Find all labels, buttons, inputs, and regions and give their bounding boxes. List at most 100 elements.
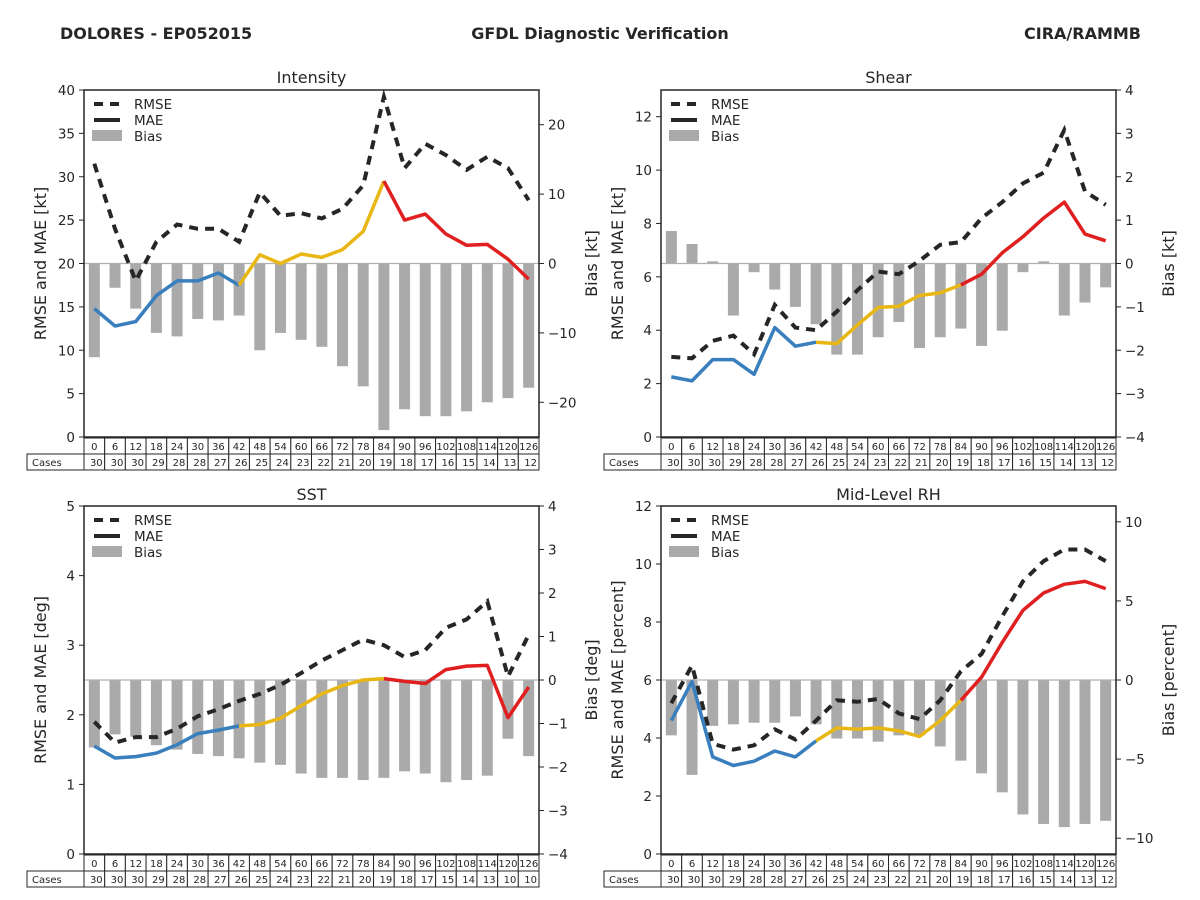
right-axis-label: Bias [kt] — [1159, 230, 1178, 297]
forecast-hour-label: 78 — [357, 442, 370, 453]
forecast-hour-label: 42 — [810, 442, 823, 453]
left-axis-label: RMSE and MAE [kt] — [608, 187, 627, 340]
forecast-hour-label: 126 — [519, 859, 538, 870]
legend-bias-swatch — [92, 130, 122, 141]
forecast-hour-label: 102 — [436, 442, 455, 453]
cases-count: 23 — [297, 458, 310, 469]
legend-rmse-label: RMSE — [134, 97, 172, 113]
right-axis-tick-label: −3 — [548, 804, 568, 820]
cases-count: 13 — [1081, 875, 1094, 886]
rmse-line — [92, 597, 531, 745]
forecast-hour-label: 72 — [336, 859, 349, 870]
bias-bar — [1017, 263, 1029, 273]
cases-count: 18 — [977, 458, 990, 469]
forecast-hour-label: 90 — [975, 442, 988, 453]
mae-line-segment — [383, 663, 531, 720]
bias-bar — [378, 680, 390, 778]
cases-count: 25 — [255, 458, 268, 469]
left-axis-tick-label: 4 — [66, 569, 75, 585]
bias-bar — [789, 263, 801, 307]
forecast-hour-label: 120 — [498, 442, 517, 453]
cases-count: 23 — [874, 875, 887, 886]
chart-title: Mid-Level RH — [836, 485, 941, 504]
bias-bar — [851, 263, 863, 355]
bias-bar — [130, 680, 142, 737]
forecast-hour-label: 54 — [851, 859, 864, 870]
legend-mae-label: MAE — [711, 529, 740, 545]
cases-count: 30 — [667, 458, 680, 469]
left-axis-tick-label: 10 — [58, 343, 75, 359]
bias-bar — [212, 263, 224, 321]
cases-count: 26 — [235, 875, 248, 886]
bias-bar — [686, 680, 698, 775]
forecast-hour-label: 24 — [748, 859, 761, 870]
cases-count: 20 — [936, 458, 949, 469]
bias-bar — [769, 680, 781, 723]
forecast-hour-label: 66 — [892, 442, 905, 453]
bias-bar — [665, 230, 677, 264]
bias-bar — [748, 263, 760, 273]
bias-bar — [419, 263, 431, 417]
forecast-hour-label: 36 — [789, 442, 802, 453]
forecast-hour-label: 18 — [150, 859, 163, 870]
left-axis-tick-label: 12 — [635, 499, 652, 515]
cases-count: 22 — [317, 875, 330, 886]
cases-count: 29 — [729, 458, 742, 469]
bias-bar — [955, 263, 967, 329]
cases-count: 22 — [317, 458, 330, 469]
cases-count: 30 — [688, 875, 701, 886]
cases-count: 19 — [379, 458, 392, 469]
forecast-hour-label: 126 — [1096, 442, 1115, 453]
left-axis-tick-label: 40 — [58, 83, 75, 99]
forecast-hour-label: 120 — [1075, 442, 1094, 453]
bias-bar — [109, 263, 121, 288]
left-axis-tick-label: 1 — [66, 777, 75, 793]
bias-bar — [357, 263, 369, 387]
bias-bar — [192, 263, 204, 320]
bias-bar — [130, 263, 142, 309]
mae-line-segment — [815, 699, 963, 743]
legend-bias-swatch — [669, 130, 699, 141]
cases-count: 15 — [462, 458, 475, 469]
cases-count: 19 — [956, 875, 969, 886]
left-axis-tick-label: 25 — [58, 213, 75, 229]
bias-bar — [976, 263, 988, 346]
bias-bar — [502, 680, 514, 739]
cases-row-label: Cases — [32, 875, 62, 886]
right-axis-tick-label: 20 — [548, 118, 565, 134]
left-axis-tick-label: 2 — [643, 789, 652, 805]
forecast-hour-label: 12 — [706, 859, 719, 870]
cases-count: 30 — [708, 875, 721, 886]
right-axis-tick-label: −2 — [548, 760, 568, 776]
cases-row-label: Cases — [609, 875, 639, 886]
bias-bar — [150, 680, 162, 746]
right-axis-tick-label: −1 — [548, 717, 568, 733]
bias-bar — [337, 263, 349, 367]
forecast-hour-label: 60 — [872, 859, 885, 870]
forecast-hour-label: 12 — [129, 859, 142, 870]
cases-count: 19 — [379, 875, 392, 886]
cases-count: 28 — [770, 875, 783, 886]
cases-count: 12 — [1101, 458, 1114, 469]
forecast-hour-label: 6 — [112, 859, 118, 870]
forecast-hour-label: 66 — [892, 859, 905, 870]
right-axis-tick-label: −20 — [548, 395, 577, 411]
mae-line-segment — [669, 679, 818, 768]
cases-count: 16 — [1019, 458, 1032, 469]
cases-count: 22 — [894, 875, 907, 886]
forecast-hour-label: 6 — [689, 442, 695, 453]
cases-count: 10 — [504, 875, 517, 886]
bias-bar — [399, 680, 411, 772]
cases-count: 24 — [853, 458, 866, 469]
cases-count: 30 — [131, 458, 144, 469]
forecast-hour-label: 24 — [748, 442, 761, 453]
page-title: GFDL Diagnostic Verification — [471, 24, 729, 43]
forecast-hour-label: 18 — [150, 442, 163, 453]
cases-count: 18 — [400, 875, 413, 886]
forecast-hour-label: 126 — [519, 442, 538, 453]
cases-count: 21 — [915, 875, 928, 886]
bias-bar — [440, 263, 452, 417]
bias-bar — [481, 680, 493, 776]
